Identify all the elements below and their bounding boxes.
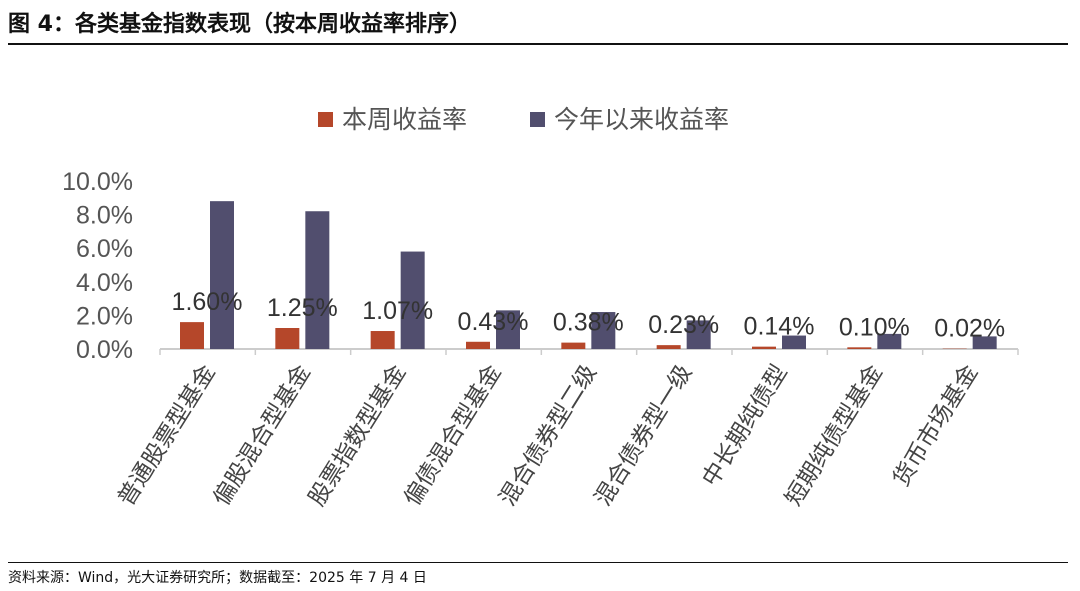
x-tick-label: 偏股混合型基金 (208, 360, 315, 510)
y-tick-label: 0.0% (76, 336, 133, 364)
legend-swatch (530, 112, 545, 127)
bar-chart: 本周收益率 今年以来收益率 0.0% 2.0% 4.0% 6.0% 8.0% 10.0% 1.6… (62, 106, 1019, 510)
bar-ytd-return (591, 312, 616, 349)
data-label: 0.10% (839, 313, 910, 341)
y-tick-label: 6.0% (76, 235, 133, 263)
data-label: 0.02% (934, 315, 1005, 343)
x-tick-label: 货币市场基金 (887, 360, 982, 491)
bar-ytd-return (210, 201, 234, 349)
x-tick-label: 偏债混合型基金 (399, 360, 506, 510)
data-label: 0.43% (458, 308, 529, 336)
bar-weekly-return (847, 347, 872, 349)
bar-weekly-return (466, 341, 490, 349)
bar-ytd-return (877, 333, 902, 349)
y-tick-label: 8.0% (76, 202, 133, 230)
x-tick-label: 中长期纯债型 (697, 360, 792, 491)
bar-weekly-return (370, 331, 395, 349)
bar-weekly-return (656, 345, 681, 349)
bar-ytd-return (972, 336, 997, 349)
legend-label: 今年以来收益率 (554, 106, 729, 134)
x-tick-label: 混合债券型一级 (589, 360, 696, 510)
bar-ytd-return (686, 320, 711, 349)
source-note: 资料来源：Wind，光大证券研究所；数据截至：2025 年 7 月 4 日 (8, 570, 427, 586)
y-tick-label: 2.0% (76, 302, 133, 330)
x-tick-label: 混合债券型二级 (494, 360, 601, 510)
bar-weekly-return (180, 322, 204, 349)
bar-weekly-return (561, 342, 586, 349)
y-tick-label: 10.0% (62, 168, 133, 196)
legend-swatch (318, 112, 333, 127)
x-tick-label: 短期纯债型基金 (780, 360, 887, 510)
data-label: 1.25% (267, 294, 338, 322)
x-tick-label: 股票指数型基金 (303, 360, 410, 510)
title-divider (8, 43, 1068, 45)
x-tick-label: 普通股票型基金 (113, 360, 220, 510)
legend-label: 本周收益率 (342, 106, 467, 134)
data-label: 1.07% (362, 297, 433, 325)
data-label: 0.23% (648, 311, 719, 339)
bar-ytd-return (496, 310, 520, 349)
data-label: 1.60% (172, 288, 243, 316)
data-label: 0.14% (744, 313, 815, 341)
data-label: 0.38% (553, 309, 624, 337)
bar-weekly-return (752, 346, 776, 349)
y-tick-label: 4.0% (76, 269, 133, 297)
bar-ytd-return (305, 211, 330, 349)
figure-title: 图 4：各类基金指数表现（按本周收益率排序） (8, 12, 471, 37)
bar-ytd-return (400, 251, 425, 349)
bar-ytd-return (782, 335, 806, 349)
bar-weekly-return (275, 328, 300, 349)
source-divider (8, 562, 1068, 563)
